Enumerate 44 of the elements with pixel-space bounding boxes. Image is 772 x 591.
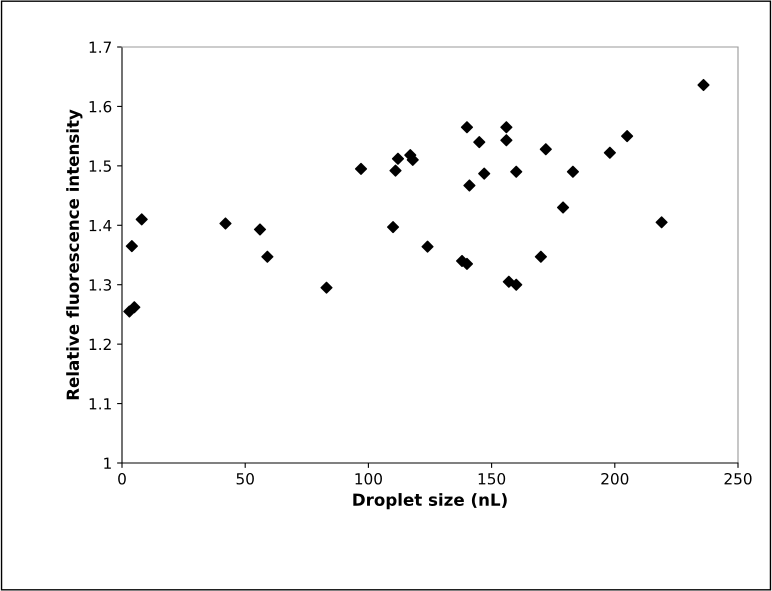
point [354, 162, 368, 175]
point [392, 152, 404, 165]
y-tick-label: 1.2 [90, 338, 111, 350]
y-tick-label: 1.1 [90, 398, 111, 410]
x-tick-label: 200 [601, 472, 628, 485]
point [473, 136, 486, 148]
y-axis-title: Relative fluorescence intensity [66, 109, 82, 400]
y-tick-label: 1.3 [90, 279, 112, 291]
point [500, 134, 512, 146]
y-tick-label: 1.6 [90, 100, 112, 112]
point [697, 78, 710, 92]
x-tick-label: 0 [118, 472, 126, 485]
y-tick-label: 1.5 [90, 160, 111, 172]
point [389, 164, 402, 177]
point [460, 121, 474, 134]
point [510, 166, 522, 178]
point [126, 240, 138, 252]
point [604, 146, 616, 159]
y-tick-label: 1.7 [90, 42, 111, 53]
point [656, 216, 668, 228]
point [219, 217, 232, 230]
x-axis-title: Droplet size (nL) [353, 493, 507, 510]
y-tick-label: 1.4 [90, 220, 112, 232]
point [254, 223, 266, 236]
point [128, 301, 140, 314]
point [421, 240, 434, 253]
point [500, 121, 512, 134]
x-tick-label: 250 [724, 472, 752, 485]
x-tick-label: 50 [236, 472, 254, 485]
point [556, 201, 570, 214]
point [566, 166, 579, 178]
point [320, 282, 333, 294]
point [478, 168, 490, 180]
point [261, 250, 274, 263]
point [540, 143, 552, 156]
point [136, 213, 148, 226]
point [534, 250, 547, 263]
point [463, 179, 476, 192]
point [386, 220, 400, 234]
x-tick-label: 100 [355, 472, 382, 485]
point [621, 130, 634, 142]
y-tick-label: 1 [104, 458, 111, 469]
x-tick-label: 150 [478, 472, 506, 485]
point [510, 278, 522, 291]
